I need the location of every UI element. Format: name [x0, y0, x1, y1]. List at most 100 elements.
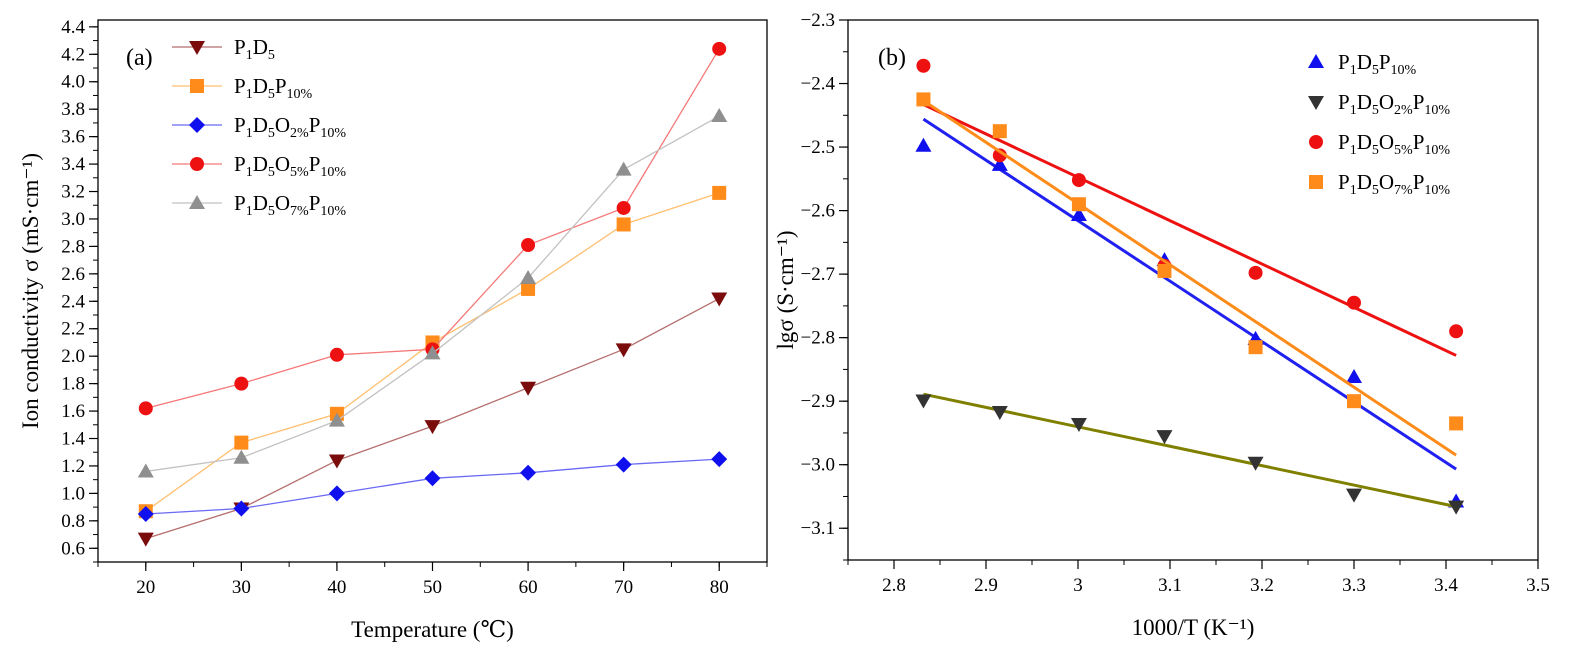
legend-label: P1D5O2%P10% — [1338, 90, 1450, 118]
data-point — [1071, 173, 1086, 188]
data-point — [520, 381, 537, 396]
data-point — [1346, 488, 1362, 503]
y-tick-label: 4.2 — [61, 44, 85, 65]
data-point — [712, 41, 727, 56]
legend: P1D5P10% P1D5O2%P10% P1D5O5%P10% P1D5O7%P10… — [1308, 50, 1450, 198]
panel-label: (a) — [126, 45, 153, 71]
series-P1D5 — [137, 292, 728, 547]
legend-label: P1D5O7%P10% — [234, 191, 346, 219]
y-tick-label: −2.3 — [801, 10, 835, 31]
data-point — [1347, 394, 1361, 409]
y-tick-label: 2.6 — [61, 264, 85, 285]
legend-label: P1D5O5%P10% — [234, 152, 346, 180]
data-point — [615, 343, 632, 358]
data-point — [711, 108, 728, 123]
data-point — [234, 376, 249, 391]
data-point — [1157, 263, 1172, 278]
fit-line — [922, 99, 1457, 457]
y-tick-label: 2.0 — [61, 346, 85, 367]
y-tick-label: −2.9 — [801, 391, 835, 412]
data-point — [916, 58, 931, 73]
y-tick-label: 1.2 — [61, 456, 85, 477]
data-point — [1346, 369, 1362, 384]
y-tick-label: −2.4 — [801, 74, 836, 95]
x-tick-label: 70 — [614, 577, 633, 598]
data-point — [424, 420, 441, 435]
data-point — [711, 451, 728, 468]
legend-label: P1D5O7%P10% — [1338, 170, 1450, 198]
x-axis-title: 1000/T (K⁻¹) — [1132, 615, 1255, 640]
legend-marker — [190, 79, 204, 93]
series-line — [145, 458, 720, 515]
data-point — [1070, 207, 1087, 222]
y-tick-label: 0.6 — [61, 538, 85, 559]
y-tick-label: 3.6 — [61, 127, 85, 148]
data-point — [1347, 295, 1361, 310]
y-tick-label: 4.4 — [61, 17, 85, 38]
data-point — [1156, 430, 1173, 445]
data-point — [233, 500, 250, 517]
data-point — [424, 470, 441, 487]
legend: P1D5 P1D5P10% P1D5O2%P10% P1D5O5%P10% P1D5O7… — [172, 35, 346, 219]
fit-line — [922, 117, 1457, 471]
legend-label: P1D5P10% — [1338, 50, 1417, 78]
data-point — [328, 485, 345, 502]
data-point — [712, 185, 727, 200]
data-point — [992, 148, 1007, 163]
y-tick-label: 3.4 — [61, 154, 85, 175]
data-point — [138, 401, 153, 416]
y-tick-label: −2.5 — [801, 137, 835, 158]
series-line — [145, 115, 720, 473]
data-point — [328, 412, 345, 427]
data-point — [1247, 456, 1264, 471]
data-point — [1448, 500, 1465, 515]
y-tick-label: −3.1 — [801, 518, 835, 539]
data-point — [616, 217, 631, 232]
y-tick-label: 3.2 — [61, 182, 85, 203]
legend-marker — [1309, 135, 1323, 149]
data-point — [991, 405, 1008, 420]
data-point — [711, 292, 728, 307]
legend-marker — [1308, 96, 1324, 110]
y-tick-label: 0.8 — [61, 511, 85, 532]
series-P1D5O2%P10% — [137, 451, 728, 522]
data-point — [520, 269, 537, 284]
series-P1D5O2%P10% — [915, 392, 1465, 515]
data-point — [616, 200, 631, 215]
legend-marker — [190, 157, 204, 171]
series-line — [145, 297, 720, 540]
legend-label: P1D5O2%P10% — [234, 113, 346, 141]
y-tick-label: 1.6 — [61, 401, 85, 422]
y-tick-label: 1.0 — [61, 483, 85, 504]
y-tick-label: 2.4 — [61, 291, 85, 312]
y-tick-label: 3.8 — [61, 99, 85, 120]
data-point — [1071, 197, 1086, 212]
x-tick-label: 2.8 — [882, 575, 906, 596]
legend-marker — [189, 195, 205, 209]
x-tick-label: 2.9 — [974, 575, 998, 596]
y-tick-label: 1.8 — [61, 374, 85, 395]
y-tick-label: −2.6 — [801, 201, 835, 222]
data-point — [1070, 418, 1087, 433]
x-tick-label: 3 — [1073, 575, 1083, 596]
x-tick-label: 60 — [519, 577, 538, 598]
y-axis-title: lgσ (S·cm⁻¹) — [773, 231, 798, 350]
data-point — [521, 281, 536, 296]
x-tick-label: 3.1 — [1158, 575, 1182, 596]
x-tick-label: 50 — [423, 577, 442, 598]
data-point — [234, 435, 249, 450]
data-point — [137, 463, 154, 478]
data-point — [615, 456, 632, 473]
data-point — [1248, 340, 1263, 355]
panel-b-lg-conductivity-vs-inverse-temperature: 2.8 2.9 3 3.1 3.2 3.3 3.4 3.5 −2.3 −2.4 −2.5 −2.6 −2… — [773, 10, 1550, 640]
y-tick-label: −2.7 — [801, 264, 835, 285]
data-point — [1449, 416, 1464, 431]
panel-a-ion-conductivity-vs-temperature: 20 30 40 50 60 70 80 0.6 0.8 1.0 1.2 1.4 1.6 1.8 2.0 2.… — [18, 17, 768, 642]
fit-line — [923, 392, 1457, 509]
data-point — [992, 124, 1007, 139]
x-tick-label: 30 — [232, 577, 251, 598]
plot-frame — [847, 19, 1539, 561]
legend-label: P1D5O5%P10% — [1338, 130, 1450, 158]
data-point — [233, 449, 250, 464]
